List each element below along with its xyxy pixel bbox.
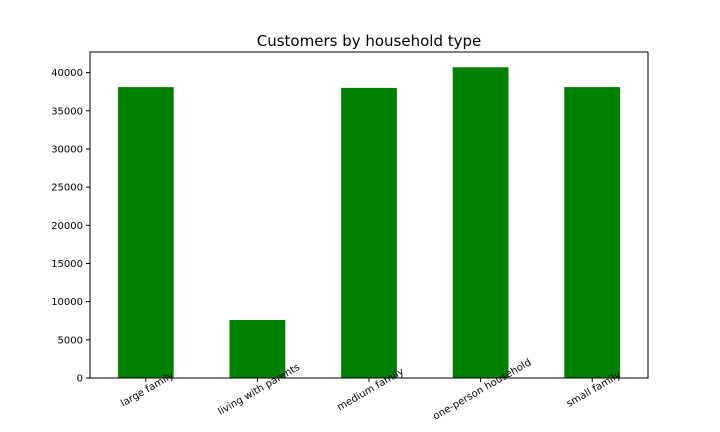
y-tick-label: 25000 [51, 183, 83, 194]
plot-frame [89, 51, 649, 379]
y-tick-label: 10000 [51, 297, 83, 308]
chart-title: Customers by household type [257, 32, 482, 50]
y-tick-label: 35000 [51, 106, 83, 117]
y-tick-label: 15000 [51, 259, 83, 270]
y-tick-label: 20000 [51, 221, 83, 232]
y-tick-label: 0 [77, 374, 83, 385]
bar-one-person-household [452, 67, 509, 378]
bar-small-family [564, 87, 621, 378]
y-tick-label: 30000 [51, 144, 83, 155]
y-axis: 0 5000 10000 15000 20000 25000 30000 35000 40000 [51, 68, 90, 385]
y-tick-label: 5000 [58, 335, 83, 346]
bar-large-family [117, 87, 174, 378]
bar-living-with-parents [229, 319, 286, 378]
bars-group [117, 67, 621, 378]
bar-medium-family [341, 87, 397, 378]
y-tick-label: 40000 [51, 68, 83, 79]
